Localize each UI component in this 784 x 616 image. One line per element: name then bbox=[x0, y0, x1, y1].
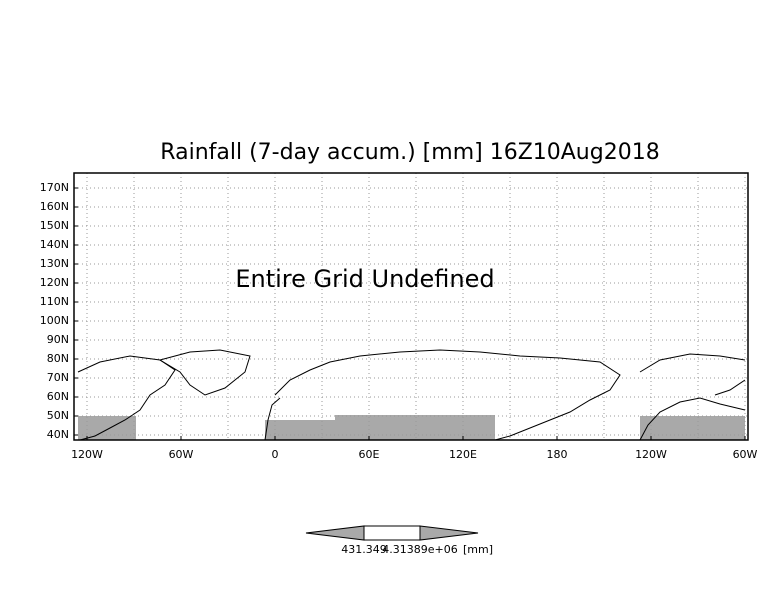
coastlines bbox=[77, 349, 746, 441]
lat-label: 50N bbox=[47, 409, 69, 422]
lat-label: 40N bbox=[47, 428, 69, 441]
colorbar-unit: [mm] bbox=[463, 543, 493, 556]
lat-label: 70N bbox=[47, 371, 69, 384]
colorbar-low-label: 431.349 bbox=[341, 543, 387, 556]
lat-label: 60N bbox=[47, 390, 69, 403]
undefined-mask bbox=[78, 415, 745, 440]
grid bbox=[74, 173, 748, 440]
lon-label: 0 bbox=[272, 448, 279, 461]
annotation: Entire Grid Undefined bbox=[235, 265, 494, 293]
lat-label: 170N bbox=[40, 181, 69, 194]
lat-label: 150N bbox=[40, 219, 69, 232]
lon-label: 120W bbox=[635, 448, 667, 461]
colorbar-high-label: 4.31389e+06 bbox=[382, 543, 457, 556]
lat-label: 110N bbox=[40, 295, 69, 308]
lat-label: 130N bbox=[40, 257, 69, 270]
lat-label: 100N bbox=[40, 314, 69, 327]
plot-frame bbox=[73, 172, 749, 441]
lat-label: 80N bbox=[47, 352, 69, 365]
lon-label: 120E bbox=[449, 448, 477, 461]
lon-label: 60E bbox=[359, 448, 380, 461]
lon-label: 180 bbox=[547, 448, 568, 461]
lon-label: 60W bbox=[169, 448, 194, 461]
colorbar bbox=[305, 525, 479, 541]
lat-label: 120N bbox=[40, 276, 69, 289]
lon-label: 60W bbox=[733, 448, 758, 461]
lat-label: 90N bbox=[47, 333, 69, 346]
lon-label: 120W bbox=[71, 448, 103, 461]
map-title: Rainfall (7-day accum.) [mm] 16Z10Aug201… bbox=[160, 140, 659, 165]
lat-label: 140N bbox=[40, 238, 69, 251]
lat-label: 160N bbox=[40, 200, 69, 213]
